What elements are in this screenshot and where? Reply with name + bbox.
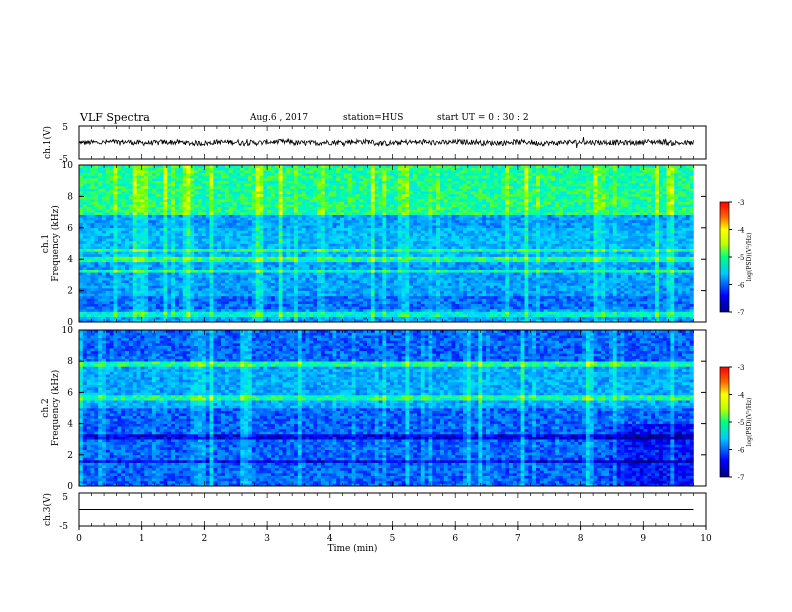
y-axis-label: ch.1 [41, 234, 51, 253]
colorbar-2 [719, 366, 730, 478]
y-tick-label: -5 [59, 155, 68, 165]
colorbar-label: log(PSD)(V²/Hz) [746, 398, 753, 447]
spectrogram-image-1 [79, 165, 694, 323]
date-label: Aug.6 , 2017 [250, 113, 309, 123]
y-axis-label: Frequency (kHz) [50, 205, 61, 282]
y-axis-label: Frequency (kHz) [50, 370, 61, 447]
colorbar-tick-label: -4 [738, 392, 745, 400]
y-axis-label: ch.2 [41, 398, 51, 417]
station-label: station=HUS [343, 113, 404, 123]
y-tick-label: -5 [59, 522, 68, 532]
y-tick-label: 10 [62, 161, 74, 171]
x-tick-label: 5 [390, 534, 396, 544]
y-tick-label: 0 [67, 482, 73, 492]
x-tick-label: 3 [264, 534, 270, 544]
y-tick-label: 5 [62, 123, 68, 133]
colorbar-tick-label: -5 [738, 254, 745, 262]
y-tick-label: 5 [62, 493, 68, 503]
y-tick-label: 2 [67, 287, 73, 297]
start-time-label: start UT = 0 : 30 : 2 [437, 113, 529, 123]
colorbar-1 [719, 201, 730, 313]
colorbar-tick-label: -4 [738, 227, 745, 235]
x-tick-label: 4 [327, 534, 333, 544]
x-tick-label: 2 [202, 534, 208, 544]
x-tick-label: 8 [578, 534, 584, 544]
colorbar-tick-label: -7 [738, 309, 745, 317]
colorbar-tick-label: -6 [738, 282, 745, 290]
y-tick-label: 6 [67, 224, 73, 234]
x-tick-label: 0 [76, 534, 82, 544]
y-tick-label: 10 [62, 326, 74, 336]
y-tick-label: 6 [67, 388, 73, 398]
colorbar-tick-label: -3 [738, 199, 745, 207]
colorbar-tick-label: -5 [738, 419, 745, 427]
x-tick-label: 6 [452, 534, 458, 544]
y-tick-label: 4 [67, 420, 73, 430]
colorbar-tick-label: -7 [738, 474, 745, 482]
spectrogram-image-2 [79, 330, 694, 487]
x-tick-label: 10 [700, 534, 712, 544]
y-axis-label: ch.3(V) [42, 493, 53, 526]
y-tick-label: 8 [67, 192, 73, 202]
y-tick-label: 2 [67, 451, 73, 461]
colorbar-tick-label: -3 [738, 364, 745, 372]
colorbar-tick-label: -6 [738, 447, 745, 455]
colorbar-label: log(PSD)(V²/Hz) [746, 233, 753, 282]
y-tick-label: 4 [67, 255, 73, 265]
figure-title: VLF Spectra [80, 111, 150, 124]
x-tick-label: 1 [139, 534, 145, 544]
x-tick-label: 9 [640, 534, 646, 544]
y-tick-label: 0 [67, 318, 73, 328]
x-tick-label: 7 [515, 534, 521, 544]
y-axis-label: ch.1(V) [42, 126, 53, 159]
ch1-waveform-line [78, 137, 694, 148]
y-tick-label: 8 [67, 357, 73, 367]
x-axis-label: Time (min) [328, 543, 378, 554]
